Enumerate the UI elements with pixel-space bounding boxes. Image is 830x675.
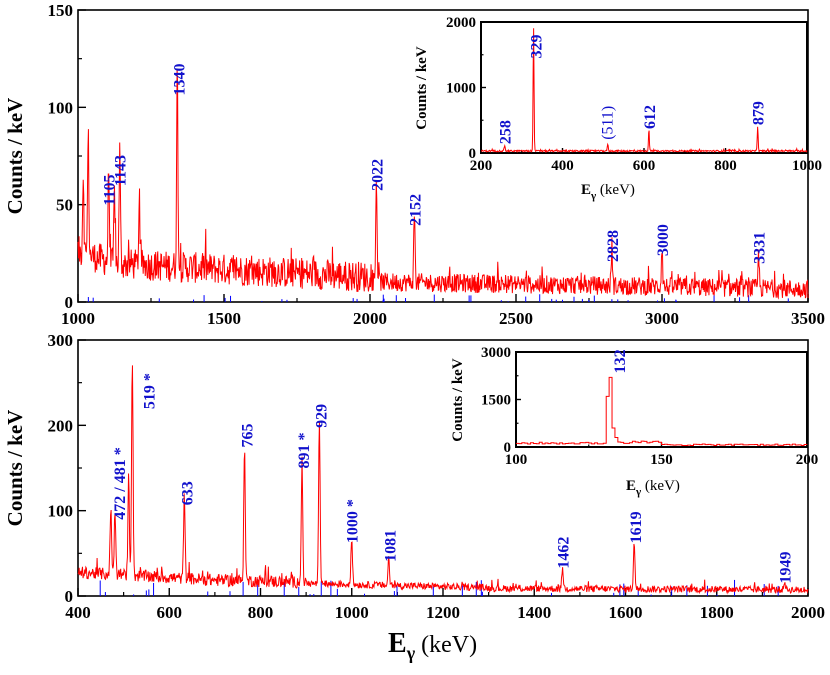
- x-tick-label: 3000: [645, 309, 679, 328]
- inset-x-axis-label: Eγ (keV): [581, 182, 635, 202]
- peak-label: 132: [612, 349, 629, 373]
- peak-label: 329: [529, 35, 546, 59]
- x-tick-label: 1200: [426, 603, 460, 622]
- panel-top-inset: 200 400 600 800 1000 0 1000 2000 258 329 (511) 612 8…: [414, 15, 822, 202]
- x-tick-label: 1400: [517, 603, 551, 622]
- inset-y-axis-label: Counts / keV: [450, 358, 466, 442]
- peak-label: 891 *: [296, 433, 313, 469]
- x-tick-label: 1600: [609, 603, 643, 622]
- x-tick-label: 1000: [61, 309, 95, 328]
- x-tick-label: 200: [796, 452, 819, 468]
- peak-label: 1081: [383, 530, 400, 562]
- panel-bottom-inset: 100 150 200 0 1500 3000 132 Counts / keV Eγ (keV…: [450, 345, 818, 498]
- x-tick-label: 800: [714, 158, 737, 174]
- inset-x-axis-label: Eγ (keV): [626, 478, 680, 498]
- peak-label: 3000: [655, 224, 672, 256]
- peak-label: 2828: [605, 230, 622, 262]
- peak-label: 1619: [628, 511, 645, 543]
- peak-label: 2152: [407, 194, 424, 226]
- x-tick-label: 1500: [207, 309, 241, 328]
- x-tick-label: 600: [633, 158, 656, 174]
- peak-label: 1000 *: [345, 499, 362, 543]
- x-axis-label: Eγ (keV): [388, 628, 477, 663]
- peak-label: 1143: [113, 155, 130, 186]
- inset-y-axis-label: Counts / keV: [414, 46, 430, 130]
- peak-label: 612: [642, 105, 659, 129]
- y-tick-label: 0: [469, 146, 477, 162]
- y-tick-label: 100: [48, 502, 74, 521]
- x-label-subscript: γ: [590, 190, 596, 202]
- peak-label: 472 / 481 *: [112, 447, 129, 519]
- x-label-subscript: γ: [635, 486, 641, 498]
- y-axis-label: Counts / keV: [3, 98, 27, 215]
- y-axis-label: Counts / keV: [3, 410, 27, 527]
- x-tick-label: 2500: [499, 309, 533, 328]
- peak-label: 1462: [556, 537, 573, 569]
- x-tick-label: 1800: [700, 603, 734, 622]
- peak-label: 765: [240, 423, 257, 447]
- y-tick-label: 1000: [446, 81, 476, 97]
- x-tick-label: 400: [65, 603, 91, 622]
- spectrum-line: [516, 376, 808, 447]
- y-tick-label: 1500: [481, 393, 511, 409]
- x-label-unit: (keV): [641, 478, 680, 494]
- x-tick-label: 1000: [335, 603, 369, 622]
- peak-label: 3331: [752, 232, 769, 264]
- x-tick-label: 400: [551, 158, 574, 174]
- peak-label: (511): [600, 106, 617, 140]
- x-tick-label: 800: [248, 603, 274, 622]
- spectrum-line: [480, 28, 808, 154]
- y-tick-label: 0: [504, 440, 512, 456]
- y-tick-label: 2000: [446, 15, 476, 31]
- peak-label: 929: [313, 404, 330, 428]
- x-label-unit: (keV): [415, 632, 477, 658]
- x-tick-label: 200: [470, 158, 493, 174]
- x-label-main: E: [388, 628, 407, 659]
- y-tick-label: 300: [48, 331, 74, 350]
- x-label-subscript: γ: [406, 643, 416, 663]
- x-tick-label: 150: [650, 452, 673, 468]
- spectrum-line: [77, 68, 809, 300]
- y-tick-label: 50: [56, 196, 73, 215]
- peak-label: 1105: [102, 174, 119, 205]
- peak-label: 1340: [171, 63, 188, 95]
- y-tick-label: 200: [48, 416, 74, 435]
- y-tick-label: 0: [65, 587, 74, 606]
- x-label-main: E: [626, 478, 636, 494]
- y-tick-label: 0: [65, 293, 74, 312]
- peak-label: 2022: [369, 159, 386, 191]
- peak-label: 633: [179, 481, 196, 505]
- plot-frame: [515, 351, 808, 448]
- spectrum-line: [77, 365, 809, 595]
- peak-label: 519 *: [141, 373, 158, 409]
- x-tick-label: 2000: [791, 603, 825, 622]
- x-tick-label: 3500: [791, 309, 825, 328]
- x-tick-label: 600: [157, 603, 183, 622]
- x-label-unit: (keV): [596, 182, 635, 198]
- x-label-main: E: [581, 182, 591, 198]
- x-tick-label: 100: [505, 452, 528, 468]
- y-tick-label: 150: [48, 1, 74, 20]
- y-tick-label: 3000: [481, 345, 511, 361]
- y-tick-label: 100: [48, 98, 74, 117]
- x-tick-label: 2000: [353, 309, 387, 328]
- peak-label: 258: [498, 120, 515, 144]
- x-tick-label: 1000: [792, 158, 822, 174]
- peak-label: 1949: [778, 551, 795, 583]
- peak-label: 879: [751, 101, 768, 125]
